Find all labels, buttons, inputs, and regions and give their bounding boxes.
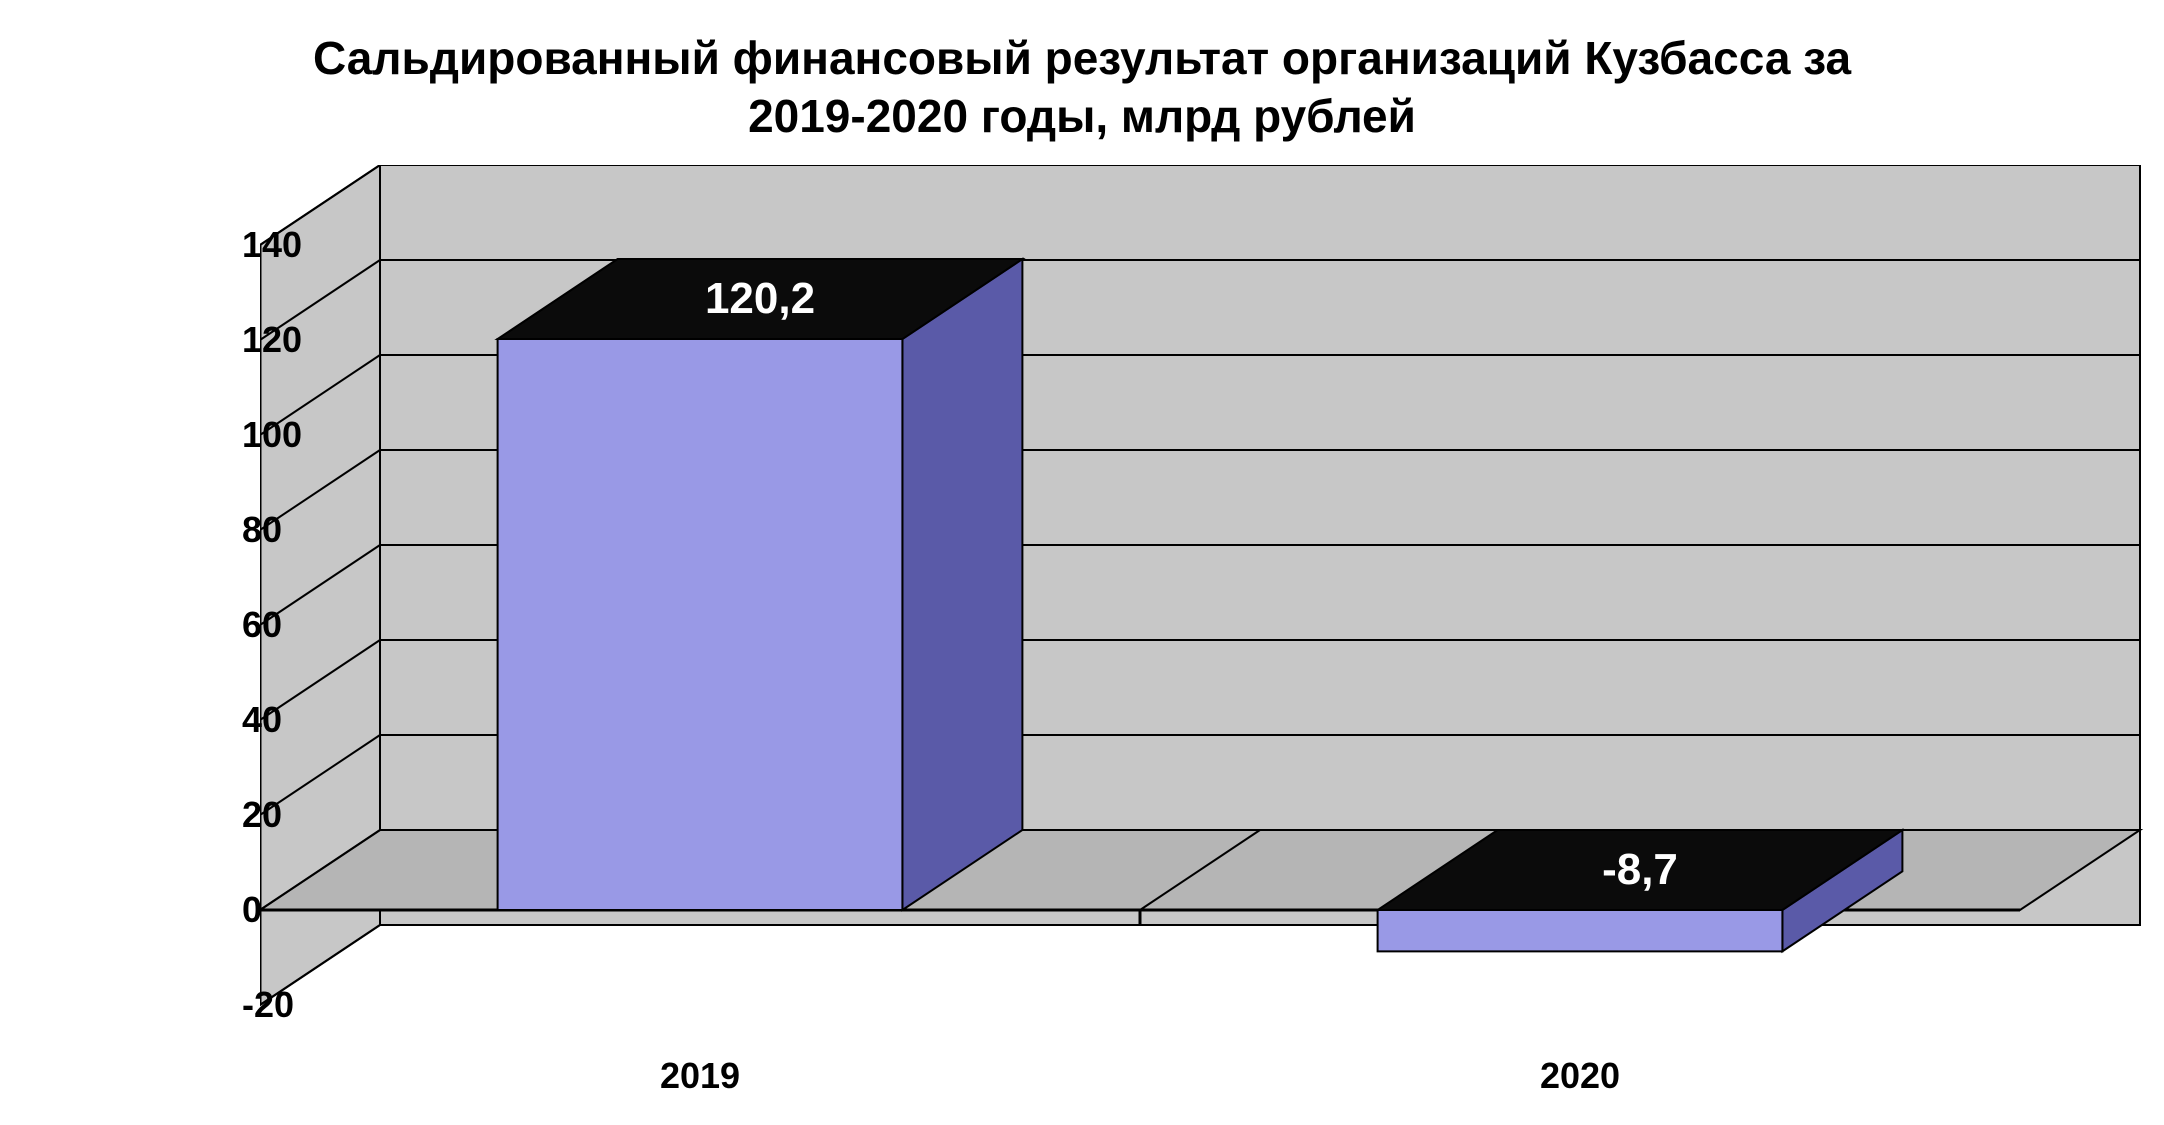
bar-chart-3d: 120,22019-8,72020-20020406080100120140 bbox=[260, 165, 2164, 1125]
chart-title: Сальдированный финансовый результат орга… bbox=[0, 0, 2164, 145]
x-axis-label: 2019 bbox=[660, 1055, 740, 1097]
bar-value-label: -8,7 bbox=[1602, 845, 1678, 895]
bar-side bbox=[902, 259, 1022, 910]
chart-svg bbox=[260, 165, 2164, 1045]
bar-value-label: 120,2 bbox=[705, 274, 815, 324]
bar-front bbox=[1378, 910, 1783, 951]
bar-front bbox=[498, 339, 903, 910]
x-axis-label: 2020 bbox=[1540, 1055, 1620, 1097]
chart-title-line2: 2019-2020 годы, млрд рублей bbox=[748, 90, 1416, 142]
chart-title-line1: Сальдированный финансовый результат орга… bbox=[313, 32, 1851, 84]
